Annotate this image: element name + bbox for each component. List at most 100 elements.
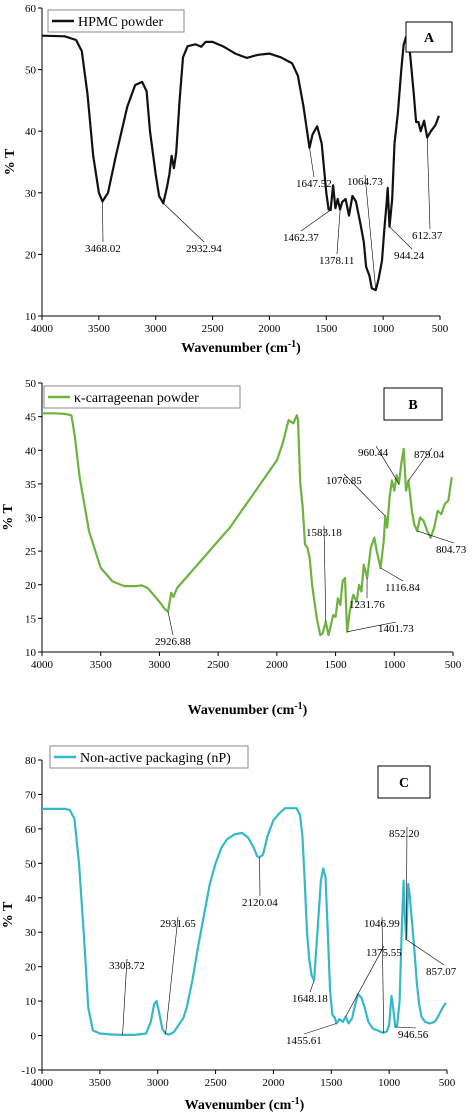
y-tick-label: 20: [25, 249, 37, 261]
peak-annotation: 852.20: [389, 828, 420, 840]
x-tick-label: 1000: [372, 323, 395, 335]
legend-label: Non-active packaging (nP): [80, 751, 231, 766]
annotation-leader: [345, 945, 385, 1017]
panel-letter-box: [405, 21, 453, 53]
series-line: [42, 807, 447, 1036]
y-tick-label: 80: [25, 755, 37, 767]
x-tick-label: 2000: [266, 659, 289, 671]
peak-annotation: 2926.88: [155, 636, 191, 648]
annotation-leader: [165, 916, 179, 1034]
x-tick-label: 4000: [31, 323, 54, 335]
annotation-leader: [102, 201, 104, 243]
annotation-leader: [381, 916, 385, 1033]
x-tick-label: 4000: [31, 1077, 54, 1089]
legend: κ-carrageenan powder: [43, 385, 241, 409]
peak-annotation: 2120.04: [242, 897, 278, 909]
y-tick-label: 45: [25, 412, 37, 424]
panel-letter: C: [399, 776, 409, 791]
peak-annotation: 1046.99: [364, 918, 400, 930]
peak-annotation: 1647.52: [296, 178, 332, 190]
y-tick-label: 25: [25, 546, 37, 558]
legend-box: [49, 745, 249, 769]
peak-annotation: 1583.18: [306, 527, 342, 539]
y-tick-label: 0: [31, 1031, 37, 1043]
annotation-leader: [375, 445, 400, 485]
x-tick-label: 2000: [258, 323, 281, 335]
peak-annotation: 857.07: [426, 966, 457, 978]
x-tick-label: 500: [432, 323, 449, 335]
x-tick-label: 1000: [378, 1077, 401, 1089]
annotation-leader: [343, 473, 386, 517]
legend-label: HPMC powder: [78, 15, 164, 30]
annotation-leader: [309, 147, 315, 178]
peak-annotation: 1455.61: [286, 1035, 322, 1047]
annotation-leader: [163, 203, 205, 243]
peak-annotation: 804.73: [436, 544, 467, 556]
y-tick-label: 30: [25, 927, 37, 939]
peak-annotation: 879.04: [414, 449, 445, 461]
annotation-leader: [405, 938, 445, 966]
x-axis-title: Wavenumber (cm-1): [188, 701, 308, 718]
y-tick-label: 50: [25, 858, 37, 870]
y-axis-title: % T: [1, 901, 16, 928]
x-tick-label: 1500: [320, 1077, 343, 1089]
y-tick-label: 10: [25, 647, 37, 659]
chart-panel-c: 4000 3500 3000 2500 2000 1500 1000 500 -10 0 10 20 3…: [1, 745, 457, 1113]
x-tick-label: 2000: [262, 1077, 285, 1089]
peak-annotation: 3303.72: [109, 960, 145, 972]
panel-letter: B: [408, 398, 417, 413]
annotation-leader: [122, 958, 128, 1035]
annotation-leader: [303, 1023, 337, 1035]
legend-box: [47, 9, 185, 33]
x-axis-title: Wavenumber (cm-1): [181, 339, 301, 356]
y-tick-label: 10: [25, 311, 37, 323]
peak-annotation: 944.24: [394, 250, 425, 262]
annotation-leader: [347, 621, 397, 633]
x-tick-label: 3500: [88, 323, 111, 335]
y-tick-label: 20: [25, 962, 37, 974]
peak-annotation: 1401.73: [378, 623, 414, 635]
annotation-leader: [300, 209, 331, 232]
y-tick-label: 40: [25, 893, 37, 905]
peak-annotation: 1375.55: [366, 947, 402, 959]
x-tick-label: 2500: [207, 659, 230, 671]
y-tick-label: 30: [25, 188, 37, 200]
y-tick-label: 60: [25, 3, 37, 15]
panel-letter-box: [377, 765, 431, 799]
annotation-leader: [336, 209, 341, 255]
legend: Non-active packaging (nP): [49, 745, 249, 769]
y-tick-label: 15: [25, 613, 37, 625]
x-tick-label: 500: [439, 1077, 456, 1089]
annotation-leader: [395, 1026, 417, 1029]
panel-letter-box: [383, 387, 443, 421]
peak-annotation: 1116.84: [385, 582, 420, 594]
peak-annotation: 1064.73: [347, 176, 383, 188]
x-tick-label: 3500: [90, 659, 113, 671]
peak-annotation: 946.56: [398, 1029, 429, 1041]
x-tick-label: 2500: [202, 323, 225, 335]
series-line: [41, 34, 440, 292]
peak-annotation: 1378.11: [319, 255, 354, 267]
x-tick-label: 3000: [145, 323, 168, 335]
annotation-leader: [364, 174, 377, 291]
y-axis-title: % T: [1, 504, 16, 531]
y-tick-label: 50: [25, 378, 37, 390]
annotation-leader: [405, 826, 408, 940]
annotation-leader: [408, 447, 433, 481]
annotation-leader: [380, 567, 404, 582]
legend-box: [43, 385, 241, 409]
annotation-leader: [309, 980, 315, 993]
annotation-leader: [426, 137, 431, 230]
legend: HPMC powder: [47, 9, 185, 33]
y-tick-label: 70: [25, 789, 37, 801]
x-tick-label: 1500: [315, 323, 338, 335]
y-axis-title: % T: [3, 148, 18, 175]
x-tick-label: 3000: [148, 659, 171, 671]
x-axis-title: Wavenumber (cm-1): [185, 1096, 305, 1113]
peak-annotation: 3468.02: [85, 243, 121, 255]
x-tick-label: 4000: [31, 659, 54, 671]
y-tick-label: 30: [25, 513, 37, 525]
annotation-leader: [167, 611, 174, 636]
peak-annotation: 1231.76: [349, 599, 385, 611]
